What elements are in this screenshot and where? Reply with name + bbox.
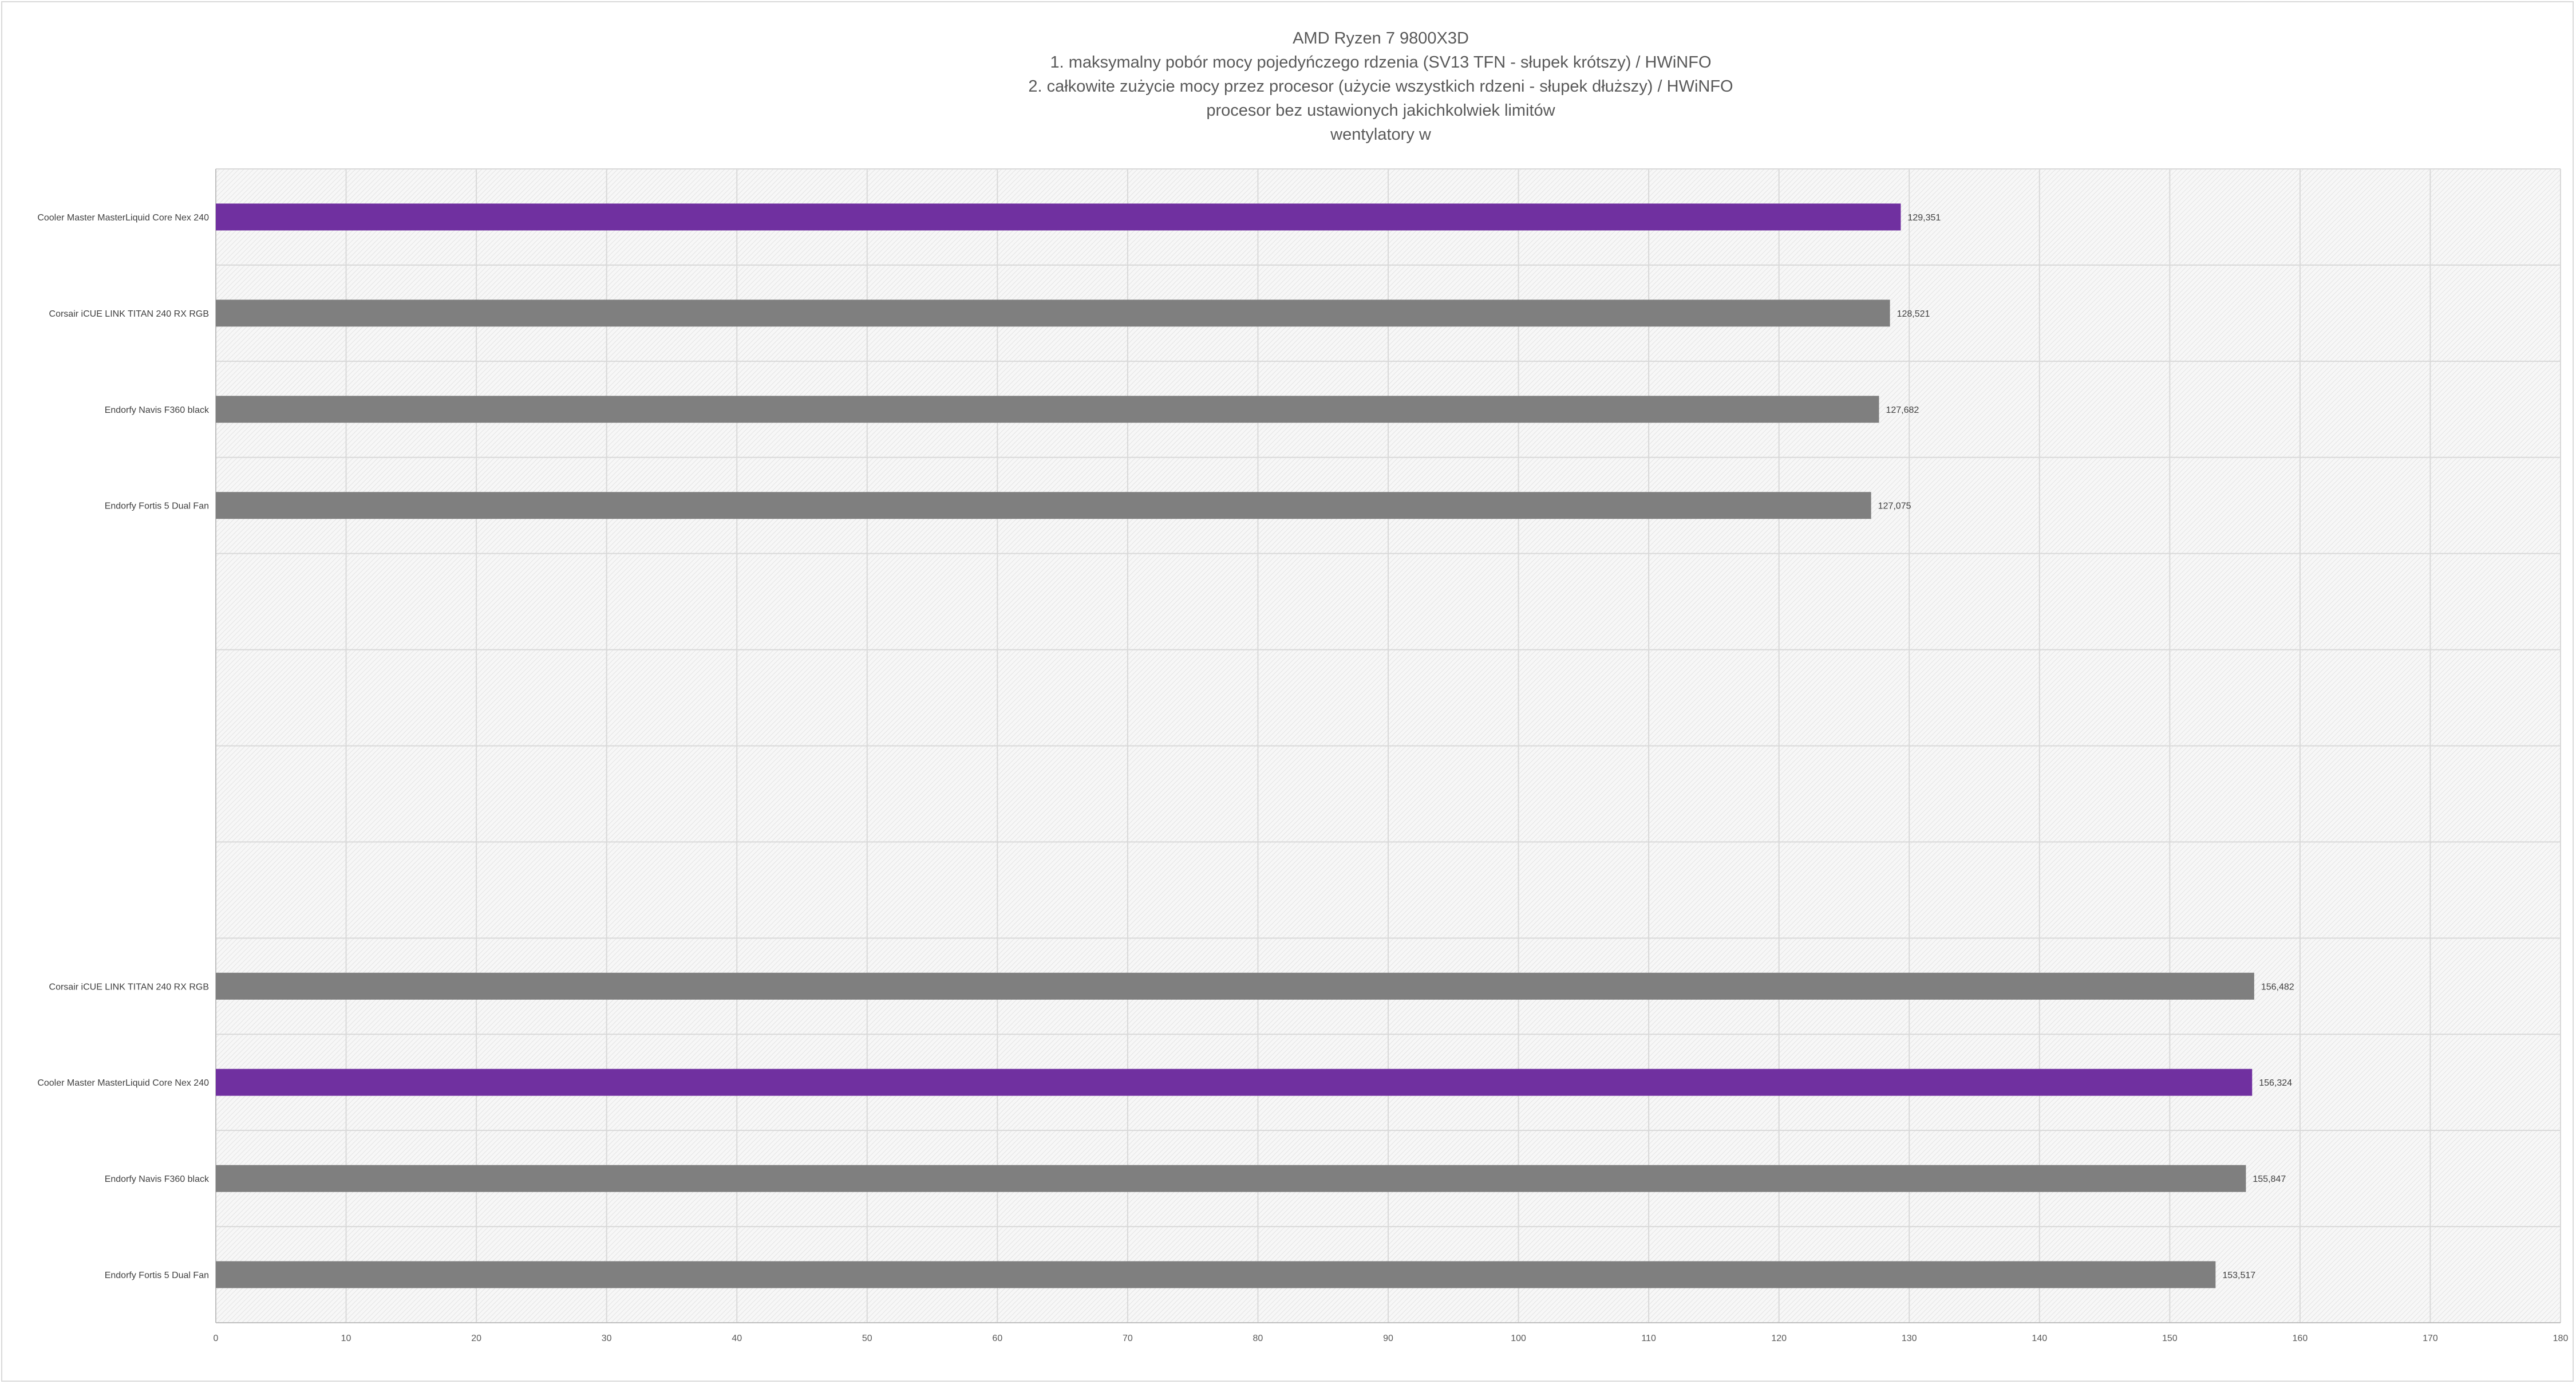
x-tick-label: 80 bbox=[1253, 1334, 1263, 1343]
x-tick-label: 90 bbox=[1383, 1334, 1393, 1343]
category-label: Endorfy Fortis 5 Dual Fan bbox=[105, 1271, 209, 1280]
bar bbox=[216, 203, 1901, 231]
x-tick-label: 140 bbox=[2032, 1334, 2047, 1343]
title-line: wentylatory w bbox=[1330, 125, 1432, 144]
category-axis: Cooler Master MasterLiquid Core Nex 240 C… bbox=[37, 213, 210, 1280]
gridlines bbox=[215, 168, 2561, 1323]
data-label: 127,682 bbox=[1886, 405, 1919, 415]
x-tick-label: 60 bbox=[992, 1334, 1002, 1343]
category-label: Endorfy Navis F360 black bbox=[105, 405, 210, 415]
category-label: Cooler Master MasterLiquid Core Nex 240 bbox=[37, 213, 209, 223]
bar bbox=[216, 492, 1871, 519]
title-line: 2. całkowite zużycie mocy przez procesor… bbox=[1028, 77, 1733, 96]
category-label: Cooler Master MasterLiquid Core Nex 240 bbox=[37, 1078, 209, 1088]
bar bbox=[216, 1068, 2253, 1096]
x-tick-label: 160 bbox=[2293, 1334, 2308, 1343]
chart-title: AMD Ryzen 7 9800X3D 1. maksymalny pobór m… bbox=[1028, 29, 1733, 144]
x-tick-label: 30 bbox=[602, 1334, 612, 1343]
x-tick-label: 0 bbox=[214, 1334, 219, 1343]
x-tick-label: 170 bbox=[2423, 1334, 2438, 1343]
data-label: 155,847 bbox=[2253, 1174, 2286, 1184]
x-tick-label: 180 bbox=[2553, 1334, 2569, 1343]
data-label: 156,482 bbox=[2261, 982, 2294, 992]
x-tick-label: 10 bbox=[341, 1334, 351, 1343]
category-label: Endorfy Navis F360 black bbox=[105, 1174, 210, 1184]
bar bbox=[216, 1165, 2246, 1192]
x-tick-label: 130 bbox=[1902, 1334, 1917, 1343]
bar bbox=[216, 972, 2254, 1000]
data-label: 153,517 bbox=[2222, 1271, 2255, 1280]
category-label: Corsair iCUE LINK TITAN 240 RX RGB bbox=[49, 309, 209, 319]
title-line: procesor bez ustawionych jakichkolwiek l… bbox=[1206, 101, 1555, 120]
data-label: 127,075 bbox=[1878, 502, 1911, 511]
bar bbox=[216, 1261, 2216, 1288]
x-tick-label: 150 bbox=[2162, 1334, 2178, 1343]
data-label: 129,351 bbox=[1907, 213, 1941, 223]
bars: 129,351 128,521 127,682 127,075 156,482 156,3… bbox=[216, 203, 2294, 1288]
x-tick-label: 70 bbox=[1123, 1334, 1133, 1343]
x-tick-label: 50 bbox=[862, 1334, 872, 1343]
data-label: 156,324 bbox=[2259, 1078, 2292, 1088]
x-tick-label: 100 bbox=[1511, 1334, 1526, 1343]
value-axis: 0 10 20 30 40 50 60 70 80 90 100 110 120 130 140 150 160… bbox=[214, 1334, 2569, 1343]
title-line: 1. maksymalny pobór mocy pojedyńczego rd… bbox=[1050, 53, 1711, 72]
category-label: Endorfy Fortis 5 Dual Fan bbox=[105, 502, 209, 511]
x-tick-label: 40 bbox=[732, 1334, 742, 1343]
bar bbox=[216, 396, 1879, 423]
title-line: AMD Ryzen 7 9800X3D bbox=[1293, 29, 1469, 48]
category-label: Corsair iCUE LINK TITAN 240 RX RGB bbox=[49, 982, 209, 992]
x-tick-label: 120 bbox=[1771, 1334, 1787, 1343]
x-tick-label: 20 bbox=[471, 1334, 481, 1343]
data-label: 128,521 bbox=[1897, 309, 1930, 319]
bar bbox=[216, 299, 1890, 327]
x-tick-label: 110 bbox=[1641, 1334, 1656, 1343]
